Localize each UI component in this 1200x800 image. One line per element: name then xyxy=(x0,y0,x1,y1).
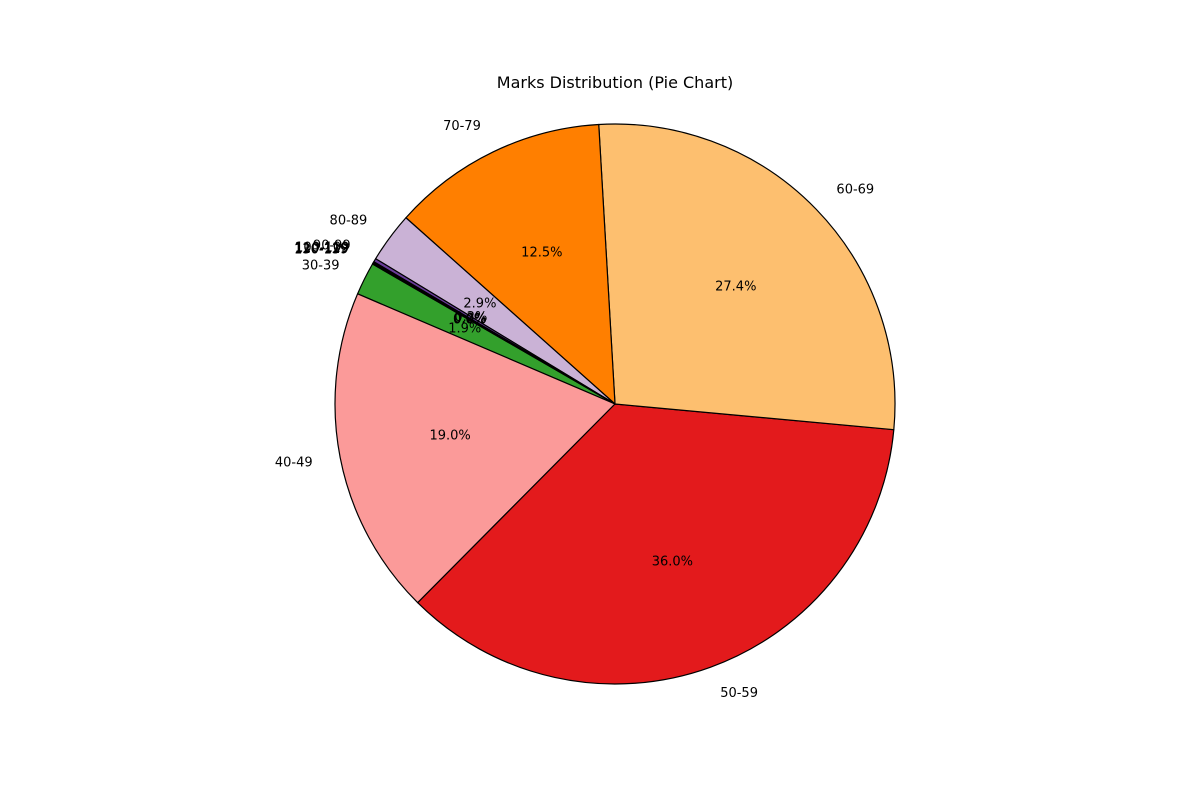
slice-label-100-109: 100-109 xyxy=(295,240,349,255)
slice-label-110-119: 110-119 xyxy=(295,241,349,256)
pct-label-100-109: 0.0% xyxy=(454,311,487,326)
chart-title: Marks Distribution (Pie Chart) xyxy=(497,73,733,92)
pct-label-80-89: 2.9% xyxy=(463,297,496,312)
pie-slices xyxy=(334,123,896,685)
pie-slice-70-79 xyxy=(405,123,616,405)
slice-label-130-139: 130-139 xyxy=(294,242,348,257)
pct-label-130-139: 0.0% xyxy=(453,312,486,327)
pct-label-110-119: 0.0% xyxy=(453,312,486,327)
pct-label-60-69: 27.4% xyxy=(715,280,756,295)
slice-label-70-79: 70-79 xyxy=(443,119,481,134)
slice-label-40-49: 40-49 xyxy=(275,455,313,470)
pct-label-30-39: 1.9% xyxy=(448,321,481,336)
slice-label-60-69: 60-69 xyxy=(836,182,874,197)
pie-slice-40-49 xyxy=(334,293,616,604)
slice-label-90-99: 90-99 xyxy=(313,238,351,253)
slice-label-80-89: 80-89 xyxy=(330,213,368,228)
pie-slice-50-59 xyxy=(417,403,895,685)
pct-label-70-79: 12.5% xyxy=(521,245,562,260)
slice-label-30-39: 30-39 xyxy=(302,259,340,274)
pie-slice-130-139 xyxy=(371,263,616,405)
pct-label-120-129: 0.0% xyxy=(453,312,486,327)
slice-label-50-59: 50-59 xyxy=(720,686,758,701)
pct-label-40-49: 19.0% xyxy=(429,429,470,444)
pct-label-90-99: 0.2% xyxy=(454,310,487,325)
pie-labels: 30-39 1.9% 40-49 19.0% 50-59 36.0% 60-69 27.4% 7… xyxy=(275,119,874,701)
pct-label-50-59: 36.0% xyxy=(652,554,693,569)
pie-slice-60-69 xyxy=(598,123,896,431)
slice-label-120-129: 120-129 xyxy=(294,242,348,257)
